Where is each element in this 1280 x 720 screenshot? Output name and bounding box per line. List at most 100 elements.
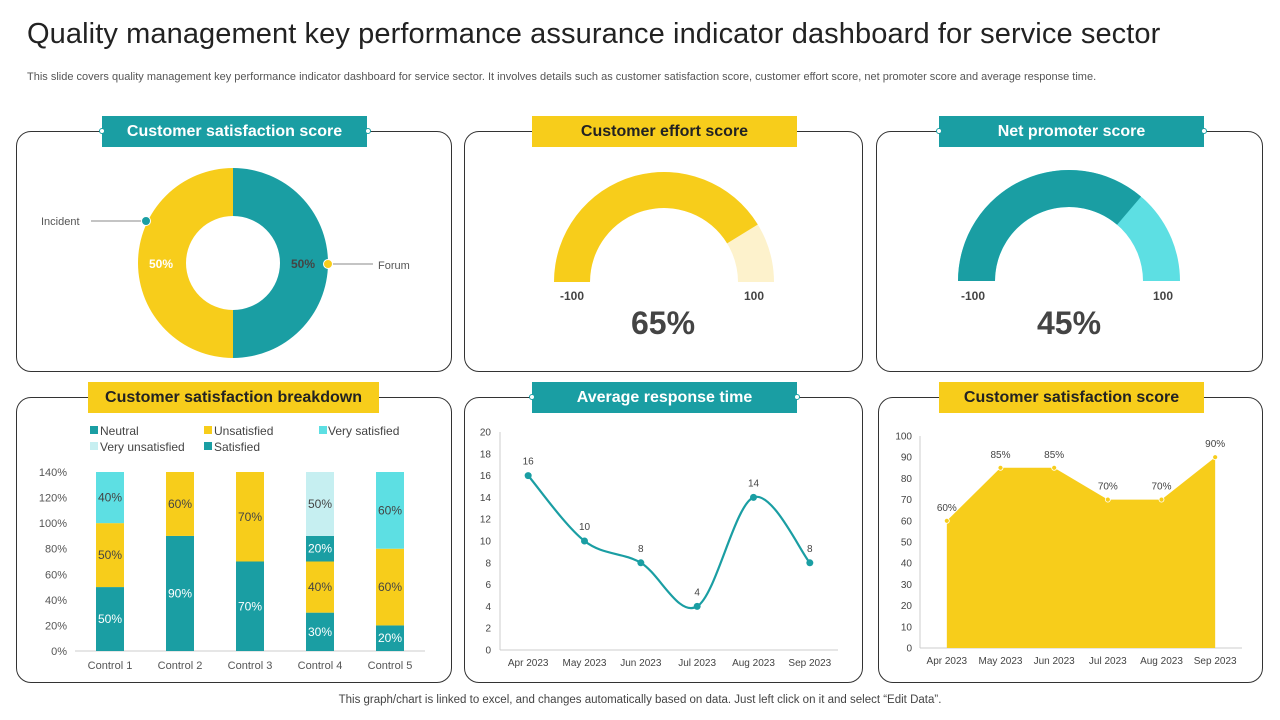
x-tick-label: Control 5 xyxy=(368,660,413,672)
y-tick-label: 20% xyxy=(45,620,67,632)
donut-value-incident: 50% xyxy=(149,257,173,271)
bar-segment[interactable] xyxy=(96,587,124,651)
legend-label-satisfied: Satisfied xyxy=(214,440,260,454)
response-time-line[interactable] xyxy=(527,474,811,610)
y-tick-label: 30 xyxy=(901,580,913,591)
response-time-header: Average response time xyxy=(532,382,797,413)
gauge-min-label: -100 xyxy=(560,289,584,303)
bar-segment[interactable] xyxy=(376,472,404,549)
y-tick-label: 50 xyxy=(901,538,913,549)
bar-data-label: 70% xyxy=(238,599,262,613)
incident-leader-dot xyxy=(141,216,151,226)
area-data-label: 60% xyxy=(937,503,957,514)
bar-data-label: 70% xyxy=(238,510,262,524)
line-point[interactable] xyxy=(524,472,532,480)
bar-segment[interactable] xyxy=(306,561,334,613)
bar-data-label: 20% xyxy=(308,542,332,556)
area-point[interactable] xyxy=(997,464,1004,471)
bar-segment[interactable] xyxy=(376,548,404,626)
bar-data-label: 50% xyxy=(98,612,122,626)
gauge-max-label: 100 xyxy=(1153,289,1173,303)
donut-label-forum: Forum xyxy=(378,260,410,272)
breakdown-plot: 0% 20% 40% 60% 80% 100% 120% 140% 50% 50% 40% Contr… xyxy=(39,467,425,672)
bar-data-label: 40% xyxy=(98,491,122,505)
footer-note: This graph/chart is linked to excel, and… xyxy=(338,694,942,706)
bar-segment[interactable] xyxy=(236,561,264,652)
legend-label-very-satisfied: Very satisfied xyxy=(328,424,399,438)
area-point[interactable] xyxy=(1158,496,1165,503)
line-point[interactable] xyxy=(693,602,701,610)
line-point[interactable] xyxy=(581,537,588,545)
line-point[interactable] xyxy=(806,559,814,567)
legend-label-very-unsatisfied: Very unsatisfied xyxy=(100,440,185,454)
csat-donut-header: Customer satisfaction score xyxy=(102,116,367,147)
bar-segment[interactable] xyxy=(166,535,194,651)
gauge-value-arc[interactable] xyxy=(554,172,758,282)
breakdown-legend: Neutral Unsatisfied Very satisfied Very … xyxy=(90,424,399,454)
donut-slice-forum[interactable] xyxy=(138,168,233,358)
x-tick-label: Sep 2023 xyxy=(1194,656,1237,667)
y-tick-label: 0 xyxy=(485,646,491,657)
bar-data-label: 30% xyxy=(308,625,332,639)
gauge-value-arc[interactable] xyxy=(958,169,1142,281)
line-data-label: 14 xyxy=(748,478,760,489)
x-tick-label: Aug 2023 xyxy=(1140,656,1183,667)
area-point[interactable] xyxy=(1051,464,1058,471)
legend-swatch-satisfied xyxy=(204,442,212,450)
bar-segment[interactable] xyxy=(96,472,124,524)
gauge-max-label: 100 xyxy=(744,289,764,303)
bar-data-label: 50% xyxy=(98,548,122,562)
area-point[interactable] xyxy=(943,517,950,524)
line-data-label: 10 xyxy=(579,522,591,533)
bar-segment[interactable] xyxy=(306,535,334,562)
bar-segment[interactable] xyxy=(166,472,194,536)
line-data-label: 4 xyxy=(694,587,700,598)
bar-segment[interactable] xyxy=(306,472,334,536)
bar-segment[interactable] xyxy=(96,523,124,588)
y-tick-label: 40% xyxy=(45,595,67,607)
bar-data-label: 50% xyxy=(308,497,332,511)
nps-gauge-header: Net promoter score xyxy=(939,116,1204,147)
y-tick-label: 4 xyxy=(485,602,491,613)
donut-slice-incident[interactable] xyxy=(233,168,328,358)
x-tick-label: Jun 2023 xyxy=(620,658,662,669)
x-tick-label: Control 1 xyxy=(88,660,133,672)
bar-segment[interactable] xyxy=(376,625,404,651)
x-tick-label: Control 4 xyxy=(298,660,343,672)
line-point[interactable] xyxy=(750,493,757,501)
csat-trend-plot: 0 10 20 30 40 50 60 70 80 90 100 60% Apr 2023 85% May … xyxy=(895,432,1242,667)
legend-swatch-very-satisfied xyxy=(319,426,327,434)
x-tick-label: Control 2 xyxy=(158,660,203,672)
y-tick-label: 18 xyxy=(480,449,492,460)
bar-segment[interactable] xyxy=(306,612,334,651)
y-tick-label: 40 xyxy=(901,559,913,570)
bar-data-label: 40% xyxy=(308,580,332,594)
header-dot-left xyxy=(529,394,535,400)
bar-data-label: 60% xyxy=(378,580,402,594)
csat-area[interactable] xyxy=(946,457,1216,648)
y-tick-label: 0 xyxy=(906,644,912,655)
area-point[interactable] xyxy=(1104,496,1111,503)
x-tick-label: May 2023 xyxy=(979,656,1023,667)
header-dot-left xyxy=(99,128,105,134)
page-subtitle: This slide covers quality management key… xyxy=(27,71,1097,83)
effort-gauge-card[interactable] xyxy=(464,131,863,372)
bar-segment[interactable] xyxy=(236,472,264,562)
legend-swatch-neutral xyxy=(90,426,98,434)
y-tick-label: 100 xyxy=(895,432,912,443)
area-point[interactable] xyxy=(1212,454,1219,461)
bar-data-label: 60% xyxy=(378,503,402,517)
line-point[interactable] xyxy=(637,559,645,567)
y-tick-label: 16 xyxy=(480,471,492,482)
legend-swatch-unsatisfied xyxy=(204,426,212,434)
header-dot-right xyxy=(365,128,371,134)
bar-data-label: 20% xyxy=(378,631,402,645)
donut-value-forum: 50% xyxy=(291,257,315,271)
breakdown-header: Customer satisfaction breakdown xyxy=(88,382,379,413)
